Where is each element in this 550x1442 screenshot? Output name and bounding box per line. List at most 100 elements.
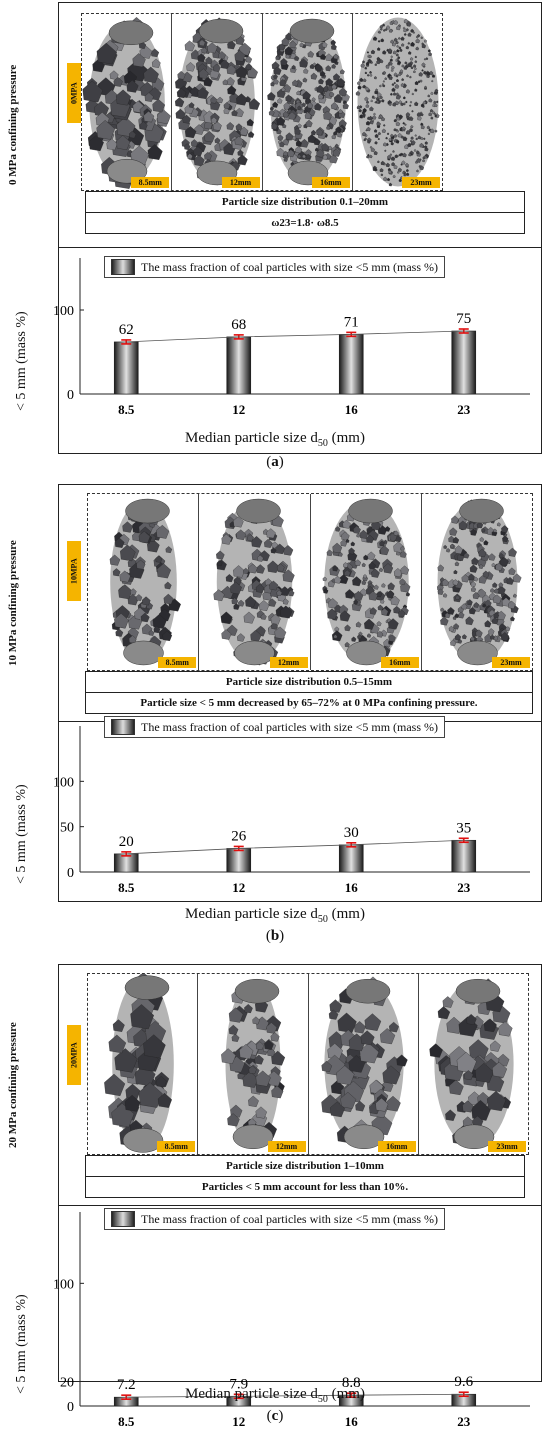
confining-pressure-label: 10 MPa confining pressure [7, 540, 19, 666]
value-label: 71 [344, 314, 359, 330]
info-line: ω23=1.8· ω8.5 [86, 212, 524, 233]
value-label: 62 [119, 322, 134, 338]
specimen-photo: 12mm [172, 14, 263, 190]
value-label: 26 [231, 828, 247, 844]
pressure-tag: 20MPA [67, 1025, 81, 1085]
size-tag: 16mm [377, 1141, 416, 1152]
size-tag: 8.5mm [131, 177, 170, 188]
legend-text: The mass fraction of coal particles with… [141, 719, 439, 734]
bar [338, 844, 364, 873]
photo-section [59, 3, 541, 248]
specimen-photo: 8.5mm [88, 494, 200, 670]
size-tag: 23mm [402, 177, 440, 188]
y-axis-label: < 5 mm (mass %) [14, 311, 29, 411]
y-tick-label: 100 [53, 1277, 74, 1292]
panel-0: 0 MPa confining pressure 0MPA 8.5mm 12mm 16m… [7, 2, 542, 454]
legend: The mass fraction of coal particles with… [104, 716, 446, 738]
value-label: 8.8 [342, 1375, 361, 1391]
y-tick-label: 100 [53, 304, 74, 319]
specimen-illustration [436, 498, 522, 666]
x-tick-label: 23 [457, 402, 471, 417]
x-tick-label: 16 [345, 880, 359, 895]
specimen-photo: 23mm [419, 974, 528, 1154]
photo-section [59, 965, 541, 1206]
x-tick-label: 12 [232, 1414, 245, 1429]
x-tick-label: 16 [345, 1414, 359, 1429]
panel-2: 20 MPa confining pressure 20MPA 8.5mm 12mm 1… [7, 964, 542, 1382]
specimen-illustration [213, 498, 295, 666]
subfigure-caption: (c) [266, 1408, 284, 1424]
info-line: Particles < 5 mm account for less than 1… [86, 1176, 524, 1197]
x-tick-label: 12 [232, 402, 245, 417]
specimen-illustration [109, 498, 181, 666]
size-tag: 8.5mm [158, 657, 197, 668]
bar [338, 334, 364, 395]
specimen-photo: 12mm [198, 974, 309, 1154]
size-tag: 16mm [380, 657, 419, 668]
info-line: Particle size < 5 mm decreased by 65–72%… [86, 692, 532, 713]
x-tick-label: 23 [457, 880, 471, 895]
y-axis-label: < 5 mm (mass %) [14, 1294, 29, 1394]
trend-line [126, 330, 464, 343]
specimen-photo: 12mm [199, 494, 311, 670]
specimen-photo: 16mm [311, 494, 422, 670]
info-box: Particle size distribution 1–10mm Particl… [85, 1155, 525, 1198]
y-tick-label: 0 [67, 866, 74, 881]
confining-pressure-label: 20 MPa confining pressure [7, 1022, 19, 1148]
specimen-illustration [104, 974, 174, 1153]
pressure-tag: 10MPA [67, 541, 81, 601]
bar [451, 839, 477, 873]
y-tick-label: 0 [67, 1400, 74, 1415]
x-axis-label: Median particle size d50 (mm) [185, 1386, 365, 1405]
x-tick-label: 8.5 [118, 880, 135, 895]
specimen-illustration [221, 978, 286, 1150]
value-label: 9.6 [454, 1374, 473, 1390]
photo-strip: 8.5mm 12mm 16mm 23mm [81, 13, 443, 191]
x-tick-label: 8.5 [118, 1414, 135, 1429]
size-tag: 23mm [488, 1141, 526, 1152]
specimen-photo: 8.5mm [88, 974, 199, 1154]
size-tag: 16mm [311, 177, 350, 188]
legend-text: The mass fraction of coal particles with… [141, 259, 439, 274]
value-label: 7.9 [229, 1376, 248, 1392]
value-label: 35 [456, 820, 471, 836]
size-tag: 12mm [267, 1141, 306, 1152]
info-line: Particle size distribution 0.5–15mm [225, 676, 393, 688]
bar [226, 848, 252, 873]
specimen-illustration [266, 18, 350, 186]
x-axis-label: Median particle size d50 (mm) [185, 906, 365, 925]
confining-pressure-label: 0 MPa confining pressure [7, 64, 19, 186]
value-label: 7.2 [117, 1377, 136, 1393]
y-tick-label: 20 [60, 1375, 74, 1390]
pressure-tag: 0MPA [67, 63, 81, 123]
y-tick-label: 0 [67, 388, 74, 403]
legend-swatch [111, 1211, 135, 1227]
specimen-illustration [320, 976, 408, 1150]
specimen-illustration [355, 17, 440, 187]
legend-text: The mass fraction of coal particles with… [141, 1211, 439, 1226]
panel-1: 10 MPa confining pressure 10MPA 8.5mm 12mm 1… [7, 484, 542, 902]
size-tag: 8.5mm [157, 1141, 196, 1152]
value-label: 20 [119, 834, 134, 850]
size-tag: 12mm [221, 177, 260, 188]
info-line: Particle size distribution 0.1–20mm [221, 196, 389, 208]
specimen-illustration [321, 498, 410, 666]
value-label: 68 [231, 317, 246, 333]
subfigure-caption: (b) [265, 928, 285, 944]
x-tick-label: 12 [232, 880, 245, 895]
photo-strip: 8.5mm 12mm 16mm 23mm [87, 493, 533, 671]
legend-swatch [111, 259, 135, 275]
bar [451, 330, 477, 395]
value-label: 30 [344, 825, 359, 841]
bar-chart: 0 20 100 7.2 8.5 7.9 12 8.8 16 9.6 23 [53, 1212, 530, 1429]
y-tick-label: 50 [60, 821, 74, 836]
bar-chart: 0 100 62 8.5 68 12 71 16 75 23 [53, 258, 530, 417]
size-tag: 23mm [492, 657, 530, 668]
specimen-photo: 8.5mm [82, 14, 173, 190]
x-tick-label: 8.5 [118, 402, 135, 417]
photo-strip: 8.5mm 12mm 16mm 23mm [87, 973, 529, 1155]
x-tick-label: 23 [457, 1414, 471, 1429]
specimen-photo: 16mm [309, 974, 419, 1154]
specimen-illustration [175, 17, 261, 186]
bar [113, 341, 139, 395]
